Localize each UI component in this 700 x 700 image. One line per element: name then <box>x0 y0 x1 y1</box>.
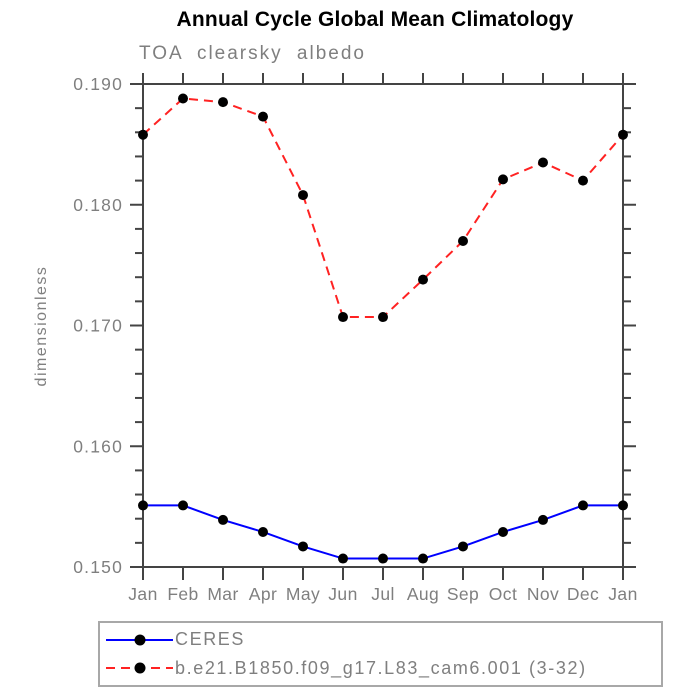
ceres-line-sample <box>106 634 173 646</box>
legend-label-model: b.e21.B1850.f09_g17.L83_cam6.001 (3-32) <box>175 657 587 678</box>
model-series <box>138 93 628 323</box>
x-tick-labels: Jan Feb Mar Apr May Jun Jul Aug Sep Oct Nov Dec Jan <box>128 584 637 604</box>
chart-title: Annual Cycle Global Mean Climatology <box>176 8 574 31</box>
svg-text:0.180: 0.180 <box>73 195 123 215</box>
ceres-marker-icon <box>134 634 145 646</box>
legend-label-ceres: CERES <box>175 629 246 650</box>
axis-ticks <box>130 73 636 580</box>
plot-frame <box>142 83 624 568</box>
svg-text:Jan: Jan <box>128 584 157 604</box>
svg-text:0.150: 0.150 <box>73 557 123 577</box>
legend-item-model: b.e21.B1850.f09_g17.L83_cam6.001 (3-32) <box>106 656 661 680</box>
svg-text:Aug: Aug <box>407 584 439 604</box>
svg-text:Jan: Jan <box>608 584 637 604</box>
svg-text:May: May <box>286 584 320 604</box>
legend-item-ceres: CERES <box>106 628 661 652</box>
svg-text:0.190: 0.190 <box>73 74 123 94</box>
svg-text:Mar: Mar <box>207 584 238 604</box>
y-tick-labels: 0.150 0.160 0.170 0.180 0.190 <box>73 74 123 577</box>
svg-text:0.160: 0.160 <box>73 436 123 456</box>
svg-text:Dec: Dec <box>567 584 599 604</box>
svg-text:Apr: Apr <box>249 584 277 604</box>
svg-text:Nov: Nov <box>527 584 559 604</box>
svg-text:Sep: Sep <box>447 584 479 604</box>
chart-subtitle: TOA clearsky albedo <box>139 43 366 64</box>
svg-text:Feb: Feb <box>167 584 198 604</box>
svg-text:Jul: Jul <box>371 584 395 604</box>
model-marker-icon <box>134 662 145 674</box>
ceres-series <box>138 500 628 564</box>
model-line-sample <box>106 662 173 674</box>
svg-text:Jun: Jun <box>328 584 357 604</box>
svg-text:0.170: 0.170 <box>73 316 123 336</box>
svg-text:Oct: Oct <box>489 584 517 604</box>
legend: CERES b.e21.B1850.f09_g17.L83_cam6.001 (… <box>98 621 663 687</box>
